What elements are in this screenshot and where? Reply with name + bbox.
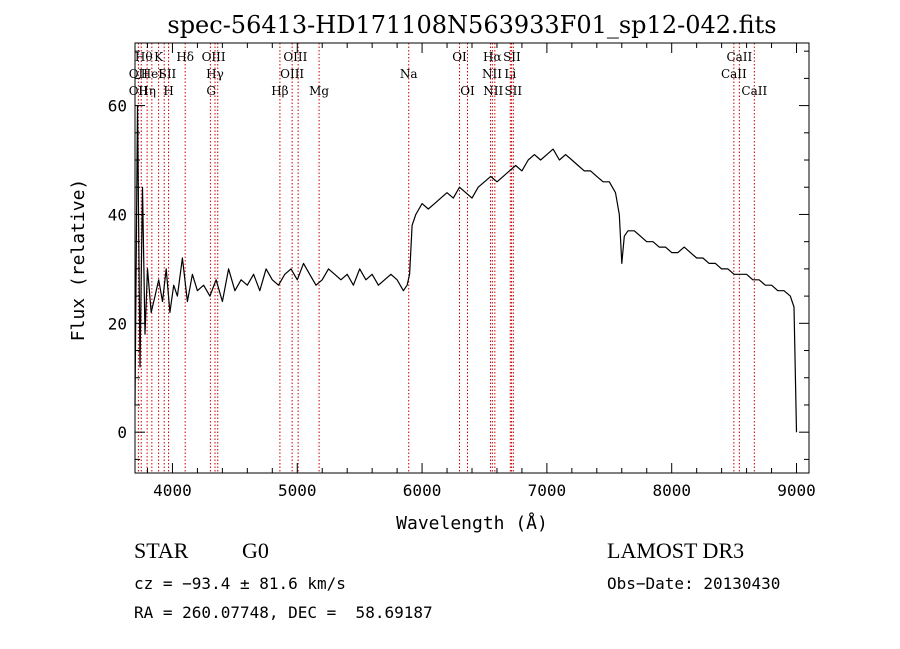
line-label: SII [504,84,522,98]
line-label: SII [159,67,177,81]
coordinates-line: RA = 260.07748, DEC = 58.69187 [134,603,433,622]
x-axis-label: Wavelength (Å) [396,512,548,534]
spectral-line-markers [137,43,755,473]
x-tick-label: 7000 [528,481,567,500]
line-label: OIII [280,67,304,81]
line-label: Hθ [135,50,153,64]
x-tick-label: 6000 [403,481,442,500]
spectrum-line [134,104,798,433]
y-tick-label: 0 [117,423,127,442]
line-label: Hγ [206,67,224,81]
line-label: CaII [721,67,747,81]
line-label: CaII [741,84,767,98]
line-label: CaII [726,50,752,64]
line-label: H [163,84,173,98]
y-axis-ticks: 0 20 40 60 [108,50,809,460]
line-label: OI [460,84,475,98]
line-label: Na [400,67,418,81]
chart-title: spec-56413-HD171108N563933F01_sp12-042.f… [167,11,776,39]
x-tick-label: 9000 [777,481,816,500]
line-label: OII [129,67,149,81]
line-label: Hα [483,50,502,64]
survey-name: LAMOST DR3 [607,538,745,563]
line-label: Li [504,67,516,81]
line-label: OI [452,50,467,64]
redshift-line: cz = −93.4 ± 81.6 km/s [134,574,346,593]
x-tick-label: 8000 [652,481,691,500]
y-tick-label: 40 [108,205,127,224]
series-layer [134,104,798,433]
line-label: Hδ [176,50,194,64]
x-tick-label: 4000 [153,481,192,500]
line-label: NII [482,67,502,81]
line-label: Hβ [271,84,288,98]
x-axis-ticks: 4000 5000 6000 7000 8000 9000 [146,43,816,500]
x-tick-label: 5000 [278,481,317,500]
y-tick-label: 20 [108,314,127,333]
y-tick-label: 60 [108,97,127,116]
line-label: HeI [141,67,164,81]
y-axis-label: Flux (relative) [68,179,89,342]
line-label: OIII [202,50,226,64]
line-label: NII [483,84,503,98]
line-label: OIII [283,50,307,64]
line-label: G [206,84,216,98]
object-class: STAR [134,538,189,563]
obs-date-line: Obs−Date: 20130430 [607,574,781,593]
line-label: K [154,50,164,64]
line-label: SII [503,50,521,64]
object-subclass: G0 [242,538,269,563]
line-label: Mg [309,84,329,98]
line-label: OII [129,84,149,98]
line-label: Hη [138,84,156,98]
plot-frame [134,42,810,474]
